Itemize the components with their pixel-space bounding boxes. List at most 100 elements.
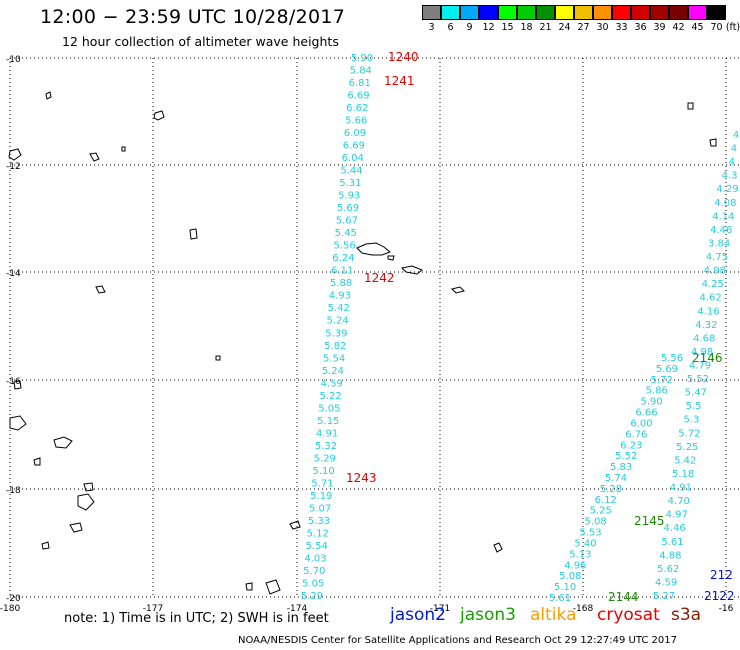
track-c-value: 5.62 bbox=[657, 564, 679, 575]
island-13 bbox=[69, 522, 83, 533]
lon-label: -180 bbox=[0, 604, 20, 614]
lat-label: -18 bbox=[6, 486, 21, 496]
lat-lon-grid: -10 -12 -14 -16 -18 -20-180 -177 -174 -171 -168 -1… bbox=[0, 55, 740, 614]
lat-label: -20 bbox=[6, 594, 21, 604]
island-9 bbox=[53, 436, 73, 449]
track-c-value: 4.88 bbox=[659, 550, 681, 561]
track-c-value: 4.3 bbox=[722, 171, 738, 182]
track-a-value: 5.12 bbox=[307, 528, 329, 539]
scale-swatch bbox=[555, 5, 574, 20]
scale-label: 21 bbox=[539, 22, 552, 33]
track-a-value: 5.44 bbox=[340, 166, 362, 177]
track-b-value: 6.66 bbox=[635, 408, 657, 419]
island-3 bbox=[89, 152, 100, 162]
track-b-value: 5.61 bbox=[549, 593, 571, 604]
scale-swatch bbox=[536, 5, 555, 20]
pass-label: 1243 bbox=[346, 471, 377, 485]
island-outlines bbox=[8, 91, 717, 595]
track-a-value: 6.69 bbox=[347, 91, 369, 102]
track-c-value: 5.61 bbox=[661, 537, 683, 548]
track-a-value: 5.88 bbox=[330, 278, 352, 289]
island-2 bbox=[153, 110, 165, 121]
track-a-value: 5.67 bbox=[336, 216, 358, 227]
island-1 bbox=[45, 91, 52, 100]
pass-label: 2146 bbox=[692, 351, 723, 365]
island-15 bbox=[265, 579, 281, 595]
track-a-value: 5.24 bbox=[326, 316, 348, 327]
pass-label: 2145 bbox=[634, 514, 665, 528]
wave-height-tracks: 5.905.846.816.696.625.666.096.696.045.44… bbox=[301, 53, 739, 604]
track-c-value: 5.42 bbox=[674, 455, 696, 466]
track-c-value: 4.98 bbox=[691, 347, 713, 358]
lat-label: -16 bbox=[6, 377, 21, 387]
pass-number-labels: 1240 1241 1242 1243 2146 2145 2144 212 2122 bbox=[346, 50, 735, 604]
scale-unit: (ft) bbox=[725, 22, 740, 33]
track-c-value: 4.46 bbox=[663, 523, 685, 534]
island-19 bbox=[41, 541, 50, 550]
pass-label: 1241 bbox=[384, 74, 415, 88]
track-a-value: 5.66 bbox=[345, 116, 367, 127]
scale-swatch bbox=[422, 5, 441, 20]
track-c-value: 5.52 bbox=[687, 374, 709, 385]
pass-label: 1242 bbox=[364, 271, 395, 285]
scale-label: 9 bbox=[466, 22, 473, 33]
track-a-value: 5.71 bbox=[311, 478, 333, 489]
track-a-value: 6.11 bbox=[331, 266, 353, 277]
track-c-value: 4.79 bbox=[689, 361, 711, 372]
track-b-value: 5.53 bbox=[579, 528, 601, 539]
scale-swatch bbox=[650, 5, 669, 20]
track-a-value: 5.84 bbox=[350, 66, 372, 77]
track-c-value: 4.68 bbox=[693, 333, 715, 344]
track-a-value: 5.70 bbox=[303, 566, 325, 577]
track-b-value: 6.12 bbox=[595, 495, 617, 506]
track-a-value: 5.45 bbox=[335, 228, 357, 239]
track-a-value: 5.32 bbox=[315, 441, 337, 452]
track-c-value: 4.46 bbox=[710, 225, 732, 236]
track-b-value: 5.90 bbox=[640, 397, 662, 408]
track-b-value: 5.83 bbox=[610, 462, 632, 473]
scale-swatch bbox=[612, 5, 631, 20]
track-c-value: 4.75 bbox=[706, 252, 728, 263]
map-subtitle: 12 hour collection of altimeter wave hei… bbox=[62, 34, 339, 49]
track-a-value: 5.42 bbox=[328, 303, 350, 314]
island-18 bbox=[13, 380, 22, 390]
track-c-value: 4 bbox=[729, 157, 735, 168]
legend-jason2: jason2 bbox=[390, 605, 446, 625]
track-c-value: 4.16 bbox=[697, 306, 719, 317]
track-a-value: 6.09 bbox=[344, 128, 366, 139]
island-11 bbox=[83, 482, 94, 492]
track-b-value: 5.28 bbox=[600, 484, 622, 495]
track-b-value: 4.96 bbox=[564, 560, 586, 571]
track-b-value: 5.40 bbox=[574, 539, 596, 550]
island-14 bbox=[289, 520, 301, 530]
track-a-value: 6.81 bbox=[349, 78, 371, 89]
track-b-value: 6.76 bbox=[625, 429, 647, 440]
track-a-value: 5.90 bbox=[351, 53, 373, 64]
lat-label: -10 bbox=[6, 55, 21, 65]
scale-swatch bbox=[498, 5, 517, 20]
track-c-value: 4.08 bbox=[714, 198, 736, 209]
track-a-value: 5.29 bbox=[301, 591, 323, 602]
scale-swatch bbox=[574, 5, 593, 20]
island-savaii-small bbox=[387, 255, 395, 261]
track-b-value: 5.13 bbox=[569, 549, 591, 560]
lat-label: -12 bbox=[6, 162, 21, 172]
track-a-value: 6.69 bbox=[343, 141, 365, 152]
pass-label: 1240 bbox=[388, 50, 419, 64]
scale-label: 6 bbox=[447, 22, 454, 33]
track-c-value: 5.25 bbox=[676, 442, 698, 453]
island-7 bbox=[451, 286, 465, 294]
track-a-value: 5.31 bbox=[339, 178, 361, 189]
lon-label: -168 bbox=[573, 604, 594, 614]
track-c-value: 5.47 bbox=[685, 388, 707, 399]
scale-label: 18 bbox=[520, 22, 533, 33]
island-tutuila bbox=[400, 265, 423, 275]
credit-line: NOAA/NESDIS Center for Satellite Applica… bbox=[238, 635, 677, 646]
island-6 bbox=[95, 285, 106, 294]
scale-swatch bbox=[631, 5, 650, 20]
track-c-value: 4.29 bbox=[716, 184, 738, 195]
island-17 bbox=[687, 102, 694, 110]
scale-swatch bbox=[707, 5, 726, 20]
track-c-value: 4.70 bbox=[668, 496, 690, 507]
